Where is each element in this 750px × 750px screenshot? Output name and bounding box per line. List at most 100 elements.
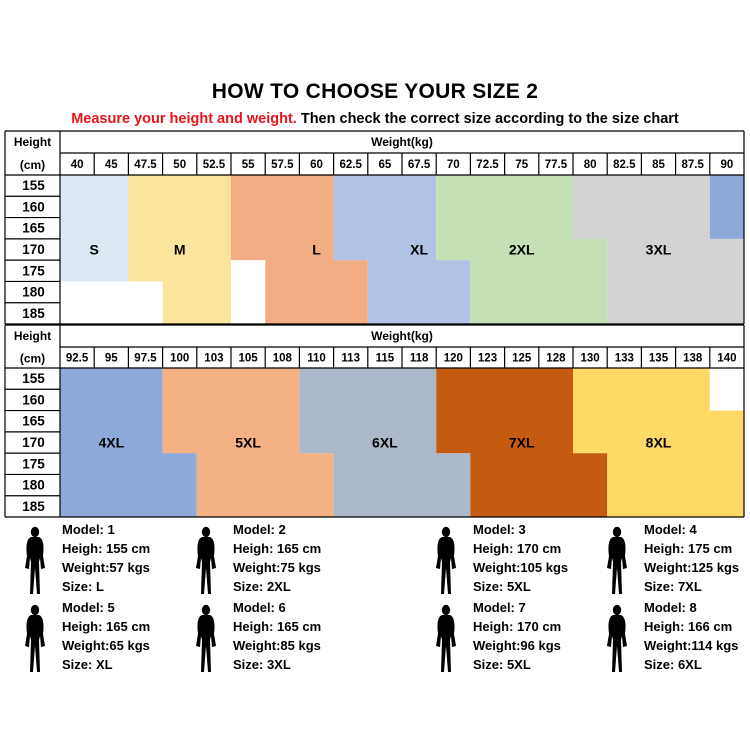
table2-weight-tick: 95 xyxy=(105,353,118,365)
table2-weight-tick: 130 xyxy=(581,353,600,365)
table2-size-label: 8XL xyxy=(646,435,672,451)
person-silhouette-icon xyxy=(604,604,630,674)
table2-weight-tick: 138 xyxy=(683,353,703,365)
table2-weight-tick: 100 xyxy=(170,353,189,365)
table1-height-unit: (cm) xyxy=(20,158,45,172)
table1-weight-tick: 45 xyxy=(105,159,118,171)
table1-size-label: S xyxy=(90,242,99,258)
table2-weight-tick: 105 xyxy=(239,353,259,365)
table2-height-unit: (cm) xyxy=(20,352,45,366)
page-subtitle: Measure your height and weight. Then che… xyxy=(0,111,750,127)
model-height: Heigh: 175 cm xyxy=(644,541,733,556)
table1-height-label: Height xyxy=(14,135,51,149)
model-weight: Weight:114 kgs xyxy=(644,638,739,653)
table2-size-label: 6XL xyxy=(372,435,398,451)
table2-height-tick: 155 xyxy=(22,371,45,386)
table1-region-s xyxy=(60,175,129,282)
person-silhouette-icon xyxy=(22,526,48,596)
model-number: Model: 1 xyxy=(62,522,115,537)
table1-weight-tick: 90 xyxy=(721,159,734,171)
table2-height-tick: 165 xyxy=(22,414,45,429)
table1-weight-tick: 55 xyxy=(242,159,255,171)
model-size: Size: XL xyxy=(62,657,113,672)
table2-height-tick: 175 xyxy=(22,456,45,471)
table1-weight-tick: 80 xyxy=(584,159,597,171)
model-number: Model: 4 xyxy=(644,522,697,537)
table1-weight-tick: 60 xyxy=(310,159,323,171)
table2-height-tick: 180 xyxy=(22,478,45,493)
model-number: Model: 5 xyxy=(62,600,115,615)
table1-region-3xl xyxy=(573,175,744,324)
table1-weight-label: Weight(kg) xyxy=(371,135,433,149)
model-size: Size: 2XL xyxy=(233,579,291,594)
table1-weight-tick: 70 xyxy=(447,159,460,171)
table2-weight-tick: 135 xyxy=(649,353,669,365)
model-weight: Weight:75 kgs xyxy=(233,560,321,575)
model-card-6: Model: 6 Heigh: 165 cm Weight:85 kgs Size: … xyxy=(193,598,363,676)
model-card-4: Model: 4 Heigh: 175 cm Weight:125 kgs Size:… xyxy=(604,520,750,598)
table1-height-tick: 155 xyxy=(22,178,45,193)
table1-region-extra xyxy=(709,175,744,239)
table2-size-label: 4XL xyxy=(98,435,124,451)
model-height: Heigh: 165 cm xyxy=(233,541,322,556)
table1-height-tick: 180 xyxy=(22,285,45,300)
table1-height-tick: 160 xyxy=(22,199,45,214)
table1-weight-tick: 87.5 xyxy=(682,159,705,171)
table1-size-label: M xyxy=(174,242,186,258)
table2-weight-tick: 140 xyxy=(717,353,736,365)
model-weight: Weight:125 kgs xyxy=(644,560,740,575)
table1-weight-tick: 50 xyxy=(173,159,186,171)
model-weight: Weight:65 kgs xyxy=(62,638,150,653)
table2-height-tick: 160 xyxy=(22,392,45,407)
table1-weight-tick: 77.5 xyxy=(545,159,568,171)
model-height: Heigh: 170 cm xyxy=(473,541,562,556)
table1-weight-tick: 82.5 xyxy=(613,159,636,171)
table2-weight-tick: 125 xyxy=(512,353,532,365)
person-silhouette-icon xyxy=(193,526,219,596)
table2-weight-tick: 133 xyxy=(615,353,634,365)
model-number: Model: 8 xyxy=(644,600,697,615)
table2-region-6xl xyxy=(299,368,471,517)
model-size: Size: 3XL xyxy=(233,657,291,672)
page-title: HOW TO CHOOSE YOUR SIZE 2 xyxy=(211,80,539,103)
model-card-8: Model: 8 Heigh: 166 cm Weight:114 kgs Size:… xyxy=(604,598,750,676)
table1-weight-tick: 40 xyxy=(71,159,84,171)
model-card-2: Model: 2 Heigh: 165 cm Weight:75 kgs Size: … xyxy=(193,520,363,598)
table1-grid xyxy=(4,130,745,325)
model-card-5: Model: 5 Heigh: 165 cm Weight:65 kgs Size: … xyxy=(22,598,192,676)
table2-weight-tick: 92.5 xyxy=(66,353,89,365)
person-silhouette-icon xyxy=(433,604,459,674)
person-silhouette-icon xyxy=(604,526,630,596)
person-silhouette-icon xyxy=(22,604,48,674)
table2-size-label: 7XL xyxy=(509,435,535,451)
table2-weight-tick: 113 xyxy=(341,353,360,365)
model-weight: Weight:57 kgs xyxy=(62,560,150,575)
table2-weight-tick: 128 xyxy=(546,353,566,365)
table2-weight-tick: 97.5 xyxy=(134,353,157,365)
table1-weight-tick: 62.5 xyxy=(340,159,363,171)
model-size: Size: 5XL xyxy=(473,579,531,594)
table1-size-label: 2XL xyxy=(509,242,535,258)
table1-weight-tick: 85 xyxy=(652,159,665,171)
table1-height-tick: 170 xyxy=(22,242,45,257)
table1-weight-tick: 47.5 xyxy=(134,159,157,171)
table2-size-label: 5XL xyxy=(235,435,261,451)
table1-height-tick: 165 xyxy=(22,221,45,236)
table1-weight-tick: 72.5 xyxy=(476,159,499,171)
table2-region-5xl xyxy=(162,368,334,517)
size-chart: Height (cm) Weight(kg) 40 45 47.5 50 52.5 55 57.5… xyxy=(4,130,745,518)
table2-weight-tick: 103 xyxy=(204,353,223,365)
model-number: Model: 6 xyxy=(233,600,286,615)
table2-weight-tick: 115 xyxy=(376,353,395,365)
table2-weight-tick: 108 xyxy=(273,353,293,365)
table1-weight-tick: 52.5 xyxy=(203,159,226,171)
model-number: Model: 3 xyxy=(473,522,526,537)
table2-weight-tick: 110 xyxy=(307,353,326,365)
subtitle-red: Measure your height and weight. xyxy=(71,111,297,127)
models-section: Model: 1 Heigh: 155 cm Weight:57 kgs Size: … xyxy=(0,520,750,680)
model-size: Size: L xyxy=(62,579,104,594)
person-silhouette-icon xyxy=(193,604,219,674)
table2-weight-tick: 123 xyxy=(478,353,497,365)
model-weight: Weight:105 kgs xyxy=(473,560,569,575)
table2-region-7xl xyxy=(436,368,608,517)
